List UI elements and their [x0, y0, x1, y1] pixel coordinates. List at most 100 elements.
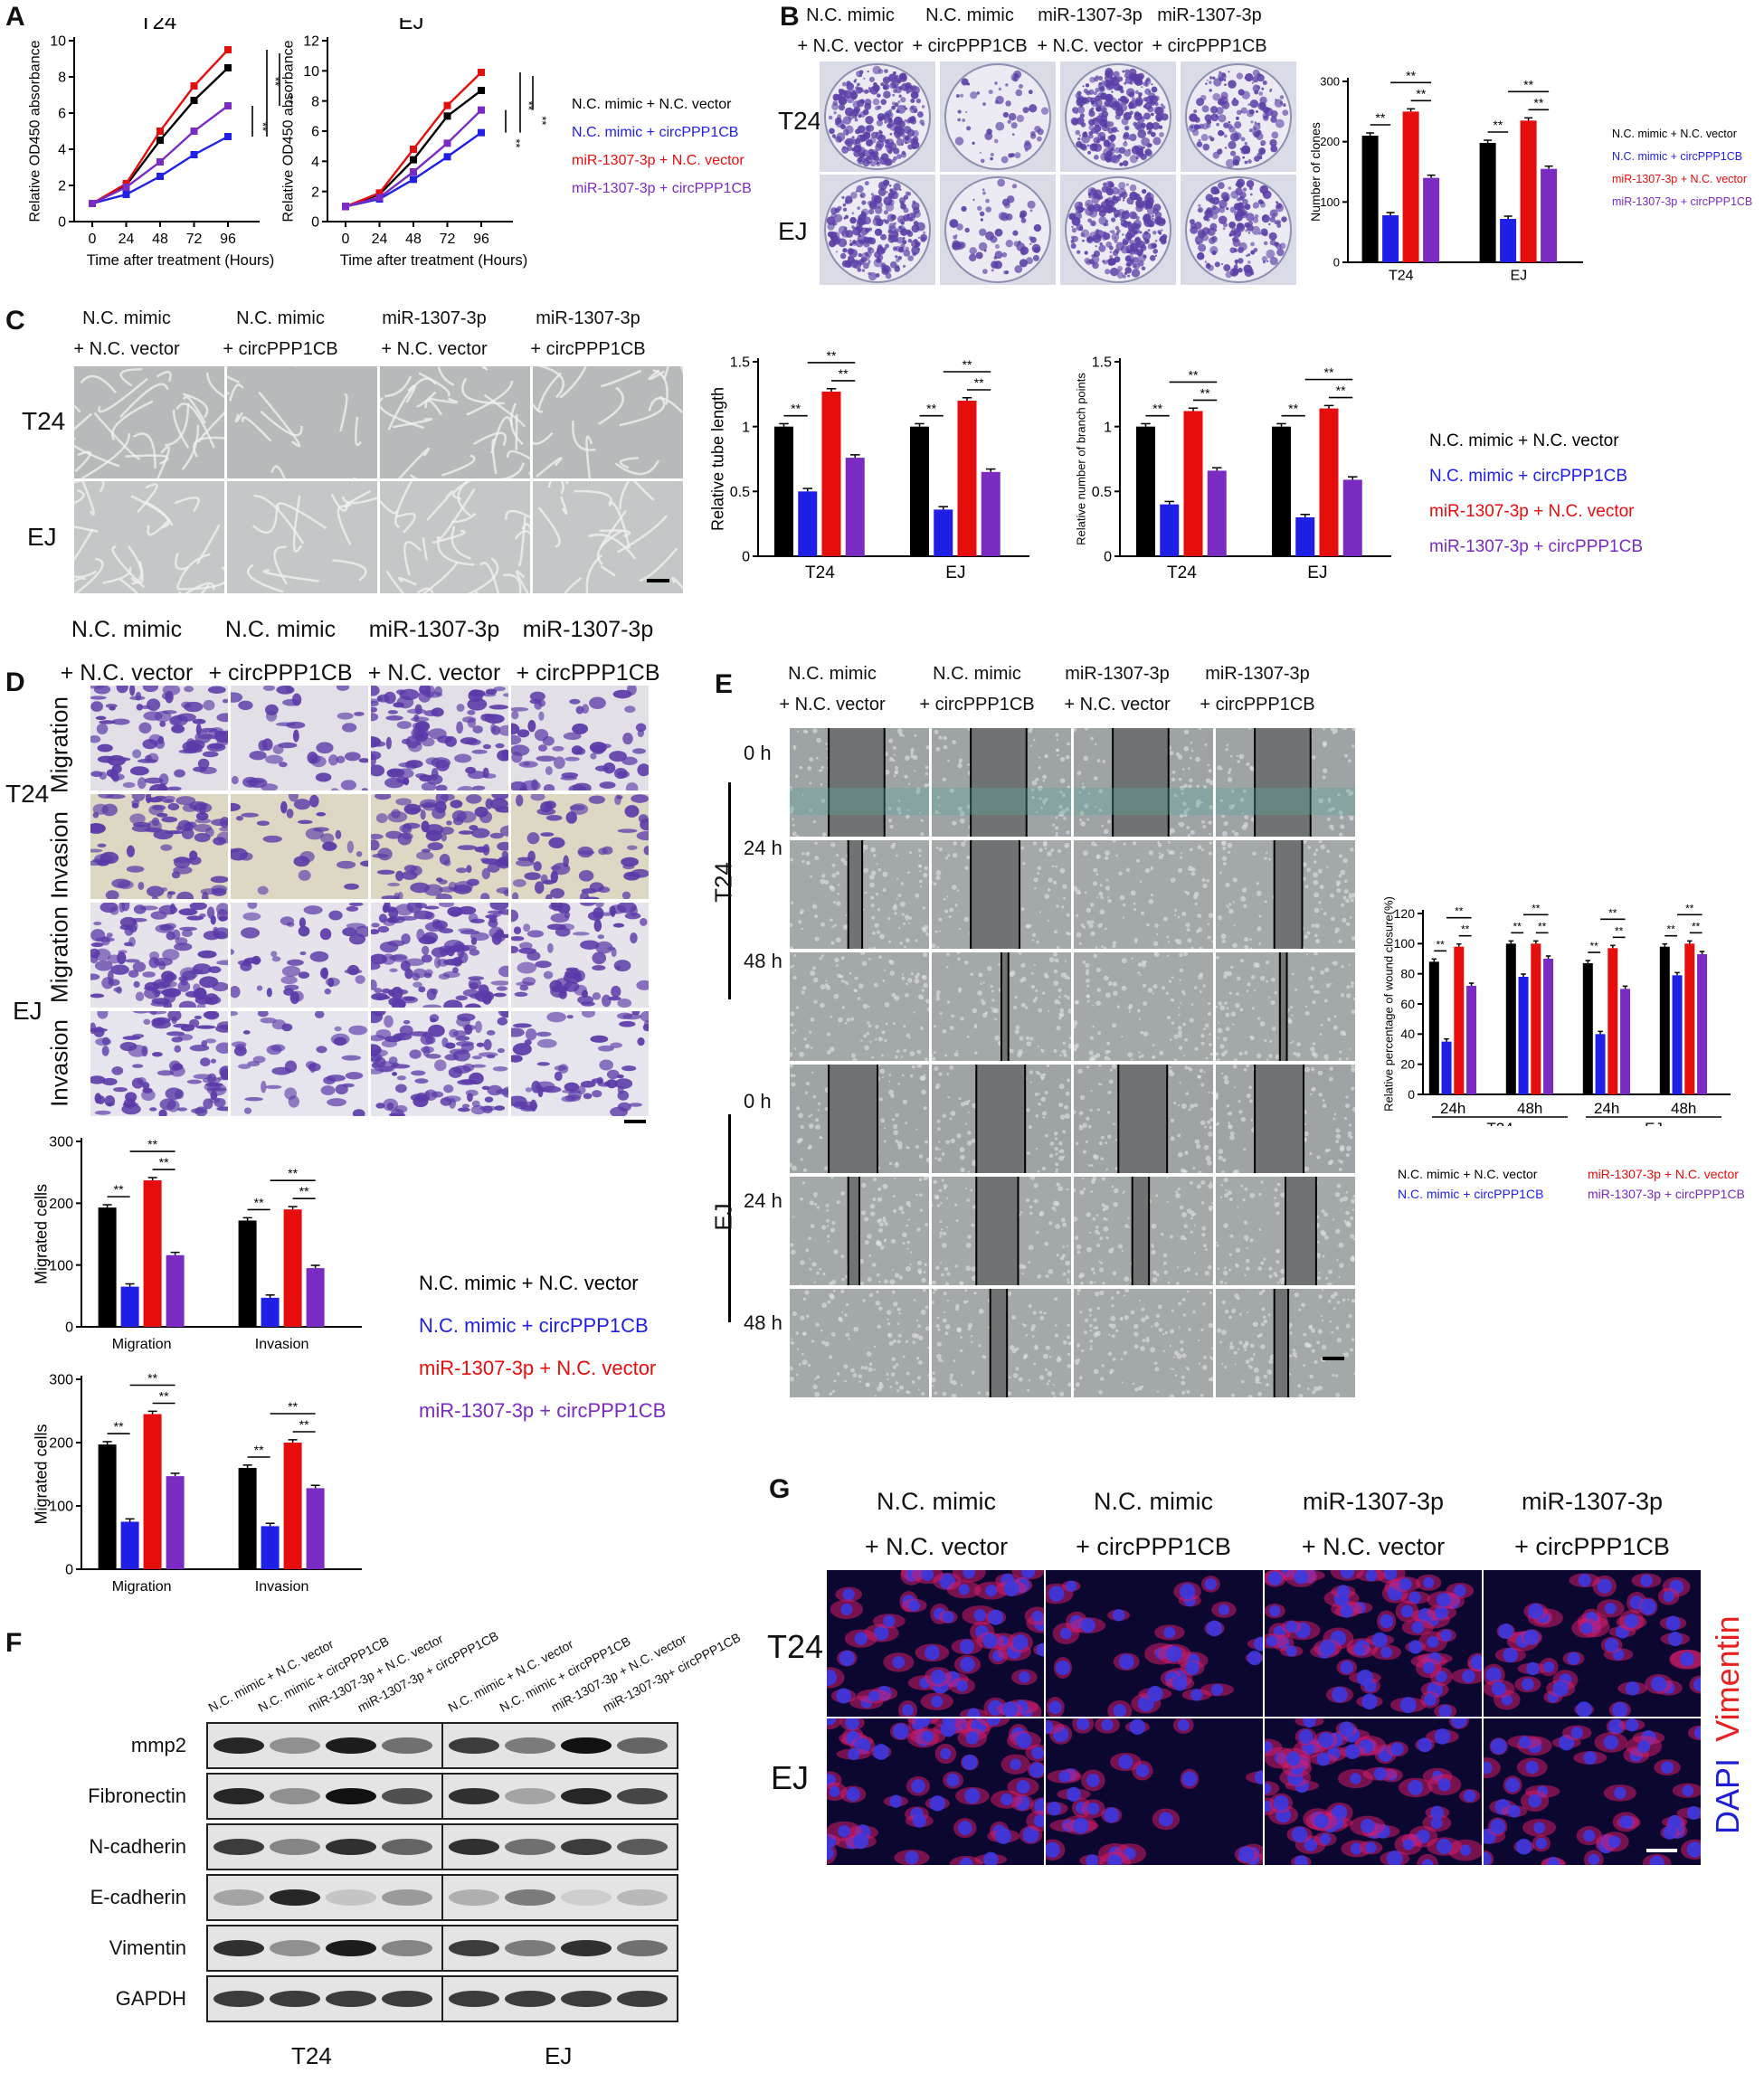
group-header-line1: N.C. mimic — [1094, 1488, 1213, 1515]
blot-label-t24: T24 — [291, 2042, 332, 2069]
bar — [143, 1414, 162, 1569]
wound-image — [790, 1065, 929, 1173]
legend-b-item: N.C. mimic + circPPP1CB — [1612, 150, 1743, 163]
group-header-line1: N.C. mimic — [925, 5, 1014, 25]
wound-image — [932, 1065, 1071, 1173]
legend-b: N.C. mimic + N.C. vector N.C. mimic + ci… — [1612, 123, 1752, 213]
group-header-line2: + circPPP1CB — [1152, 36, 1267, 56]
bar — [1136, 426, 1155, 556]
bar — [143, 1180, 162, 1327]
legend-a-item: N.C. mimic + N.C. vector — [572, 97, 732, 112]
group-header: miR-1307-3p + circPPP1CB — [507, 608, 669, 695]
colony-plate — [940, 175, 1056, 285]
x-tick-label: 48h — [1671, 1100, 1696, 1117]
cell-group-label: EJ — [1645, 1120, 1663, 1126]
colony-plate — [820, 62, 935, 172]
y-tick-label: 200 — [49, 1436, 73, 1452]
bar — [1428, 961, 1439, 1094]
x-tick-label: EJ — [1510, 269, 1527, 284]
significance-marker: ** — [1493, 118, 1503, 132]
wound-image — [1074, 1065, 1213, 1173]
transwell-image — [90, 1011, 228, 1116]
blot-strip — [206, 1823, 443, 1870]
bar — [1541, 168, 1558, 262]
tube-image — [380, 481, 530, 593]
group-header-line1: miR-1307-3p — [522, 617, 654, 642]
bar — [910, 426, 929, 556]
legend-d-item: N.C. mimic + N.C. vector — [419, 1272, 639, 1294]
x-tick-label: 48h — [1517, 1100, 1542, 1117]
data-point — [156, 128, 164, 135]
immunofluorescence-tile — [1046, 1570, 1263, 1717]
significance-marker: ** — [1324, 365, 1334, 380]
transwell-image — [371, 686, 508, 790]
transwell-image — [511, 1011, 649, 1116]
y-tick-label: 1 — [1104, 420, 1112, 435]
x-tick-label: 48 — [152, 232, 168, 247]
group-header: miR-1307-3p + circPPP1CB — [507, 303, 669, 364]
legend-d-item: miR-1307-3p + circPPP1CB — [419, 1399, 667, 1422]
blot-strip — [441, 1925, 678, 1972]
x-axis-label: Time after treatment (Hours) — [340, 252, 528, 269]
significance-marker: ** — [1336, 383, 1346, 398]
colony-plate — [1181, 175, 1296, 285]
group-header-line1: N.C. mimic — [224, 617, 337, 642]
significance-marker: ** — [1538, 920, 1547, 932]
bar — [120, 1521, 139, 1569]
y-tick-label: 40 — [1400, 1027, 1415, 1041]
bar — [1441, 1041, 1452, 1094]
bar — [238, 1468, 257, 1569]
y-tick-label: 4 — [311, 155, 319, 170]
group-header-line1: N.C. mimic — [71, 617, 183, 642]
significance-marker: ** — [1455, 905, 1464, 918]
x-tick-label: 24h — [1440, 1100, 1465, 1117]
x-tick-label: Migration — [112, 1337, 172, 1352]
time-label: 0 h — [744, 1090, 772, 1112]
data-point — [122, 191, 130, 198]
colony-plate — [1060, 62, 1176, 172]
y-axis-label: Relative number of branch points — [1075, 373, 1088, 545]
x-tick-label: EJ — [945, 563, 965, 582]
row-label-invasion: Invasion — [45, 811, 73, 899]
y-tick-label: 6 — [311, 125, 319, 140]
x-tick-label: 72 — [440, 232, 456, 247]
scale-bar — [1323, 1357, 1344, 1360]
bar — [774, 426, 793, 556]
data-point — [410, 175, 417, 184]
y-axis-label: Relative percentage of wound closure(%) — [1381, 896, 1395, 1112]
significance-marker: ** — [114, 1182, 124, 1197]
series-line — [91, 105, 229, 205]
transwell-image — [511, 686, 649, 790]
wound-image — [932, 1177, 1071, 1285]
group-header: miR-1307-3p + N.C. vector — [353, 608, 516, 695]
data-point — [190, 151, 198, 158]
significance-marker: ** — [147, 1371, 157, 1386]
significance-marker: ** — [509, 138, 523, 147]
row-label-migration: Migration — [45, 906, 73, 1003]
protein-label: E-cadherin — [90, 1886, 186, 1908]
bar — [1518, 977, 1529, 1094]
y-tick-label: 300 — [1320, 75, 1340, 89]
bar — [166, 1476, 185, 1569]
y-tick-label: 0 — [1333, 256, 1340, 270]
legend-e-right: miR-1307-3p + N.C. vector miR-1307-3p + … — [1588, 1164, 1745, 1204]
y-tick-label: 20 — [1400, 1057, 1415, 1072]
y-tick-label: 1.5 — [1092, 355, 1112, 371]
stain-label-vimentin: Vimentin — [1709, 1615, 1746, 1742]
group-header: miR-1307-3p + circPPP1CB — [1176, 658, 1339, 720]
stain-label-dapi: DAPI — [1709, 1757, 1746, 1835]
y-tick-label: 8 — [311, 94, 319, 109]
data-point — [224, 102, 232, 109]
significance-marker: ** — [1513, 920, 1522, 932]
legend-c-item: miR-1307-3p + N.C. vector — [1429, 502, 1635, 521]
wound-image — [1074, 840, 1213, 949]
row-label-ej: EJ — [771, 1759, 810, 1796]
data-point — [190, 128, 198, 135]
data-point — [443, 101, 451, 109]
panel-label-g: G — [769, 1474, 791, 1504]
transwell-image — [90, 903, 228, 1008]
legend-e-item: N.C. mimic + N.C. vector — [1398, 1167, 1538, 1181]
group-header: miR-1307-3p + N.C. vector — [1009, 0, 1171, 62]
y-tick-label: 80 — [1400, 967, 1415, 981]
